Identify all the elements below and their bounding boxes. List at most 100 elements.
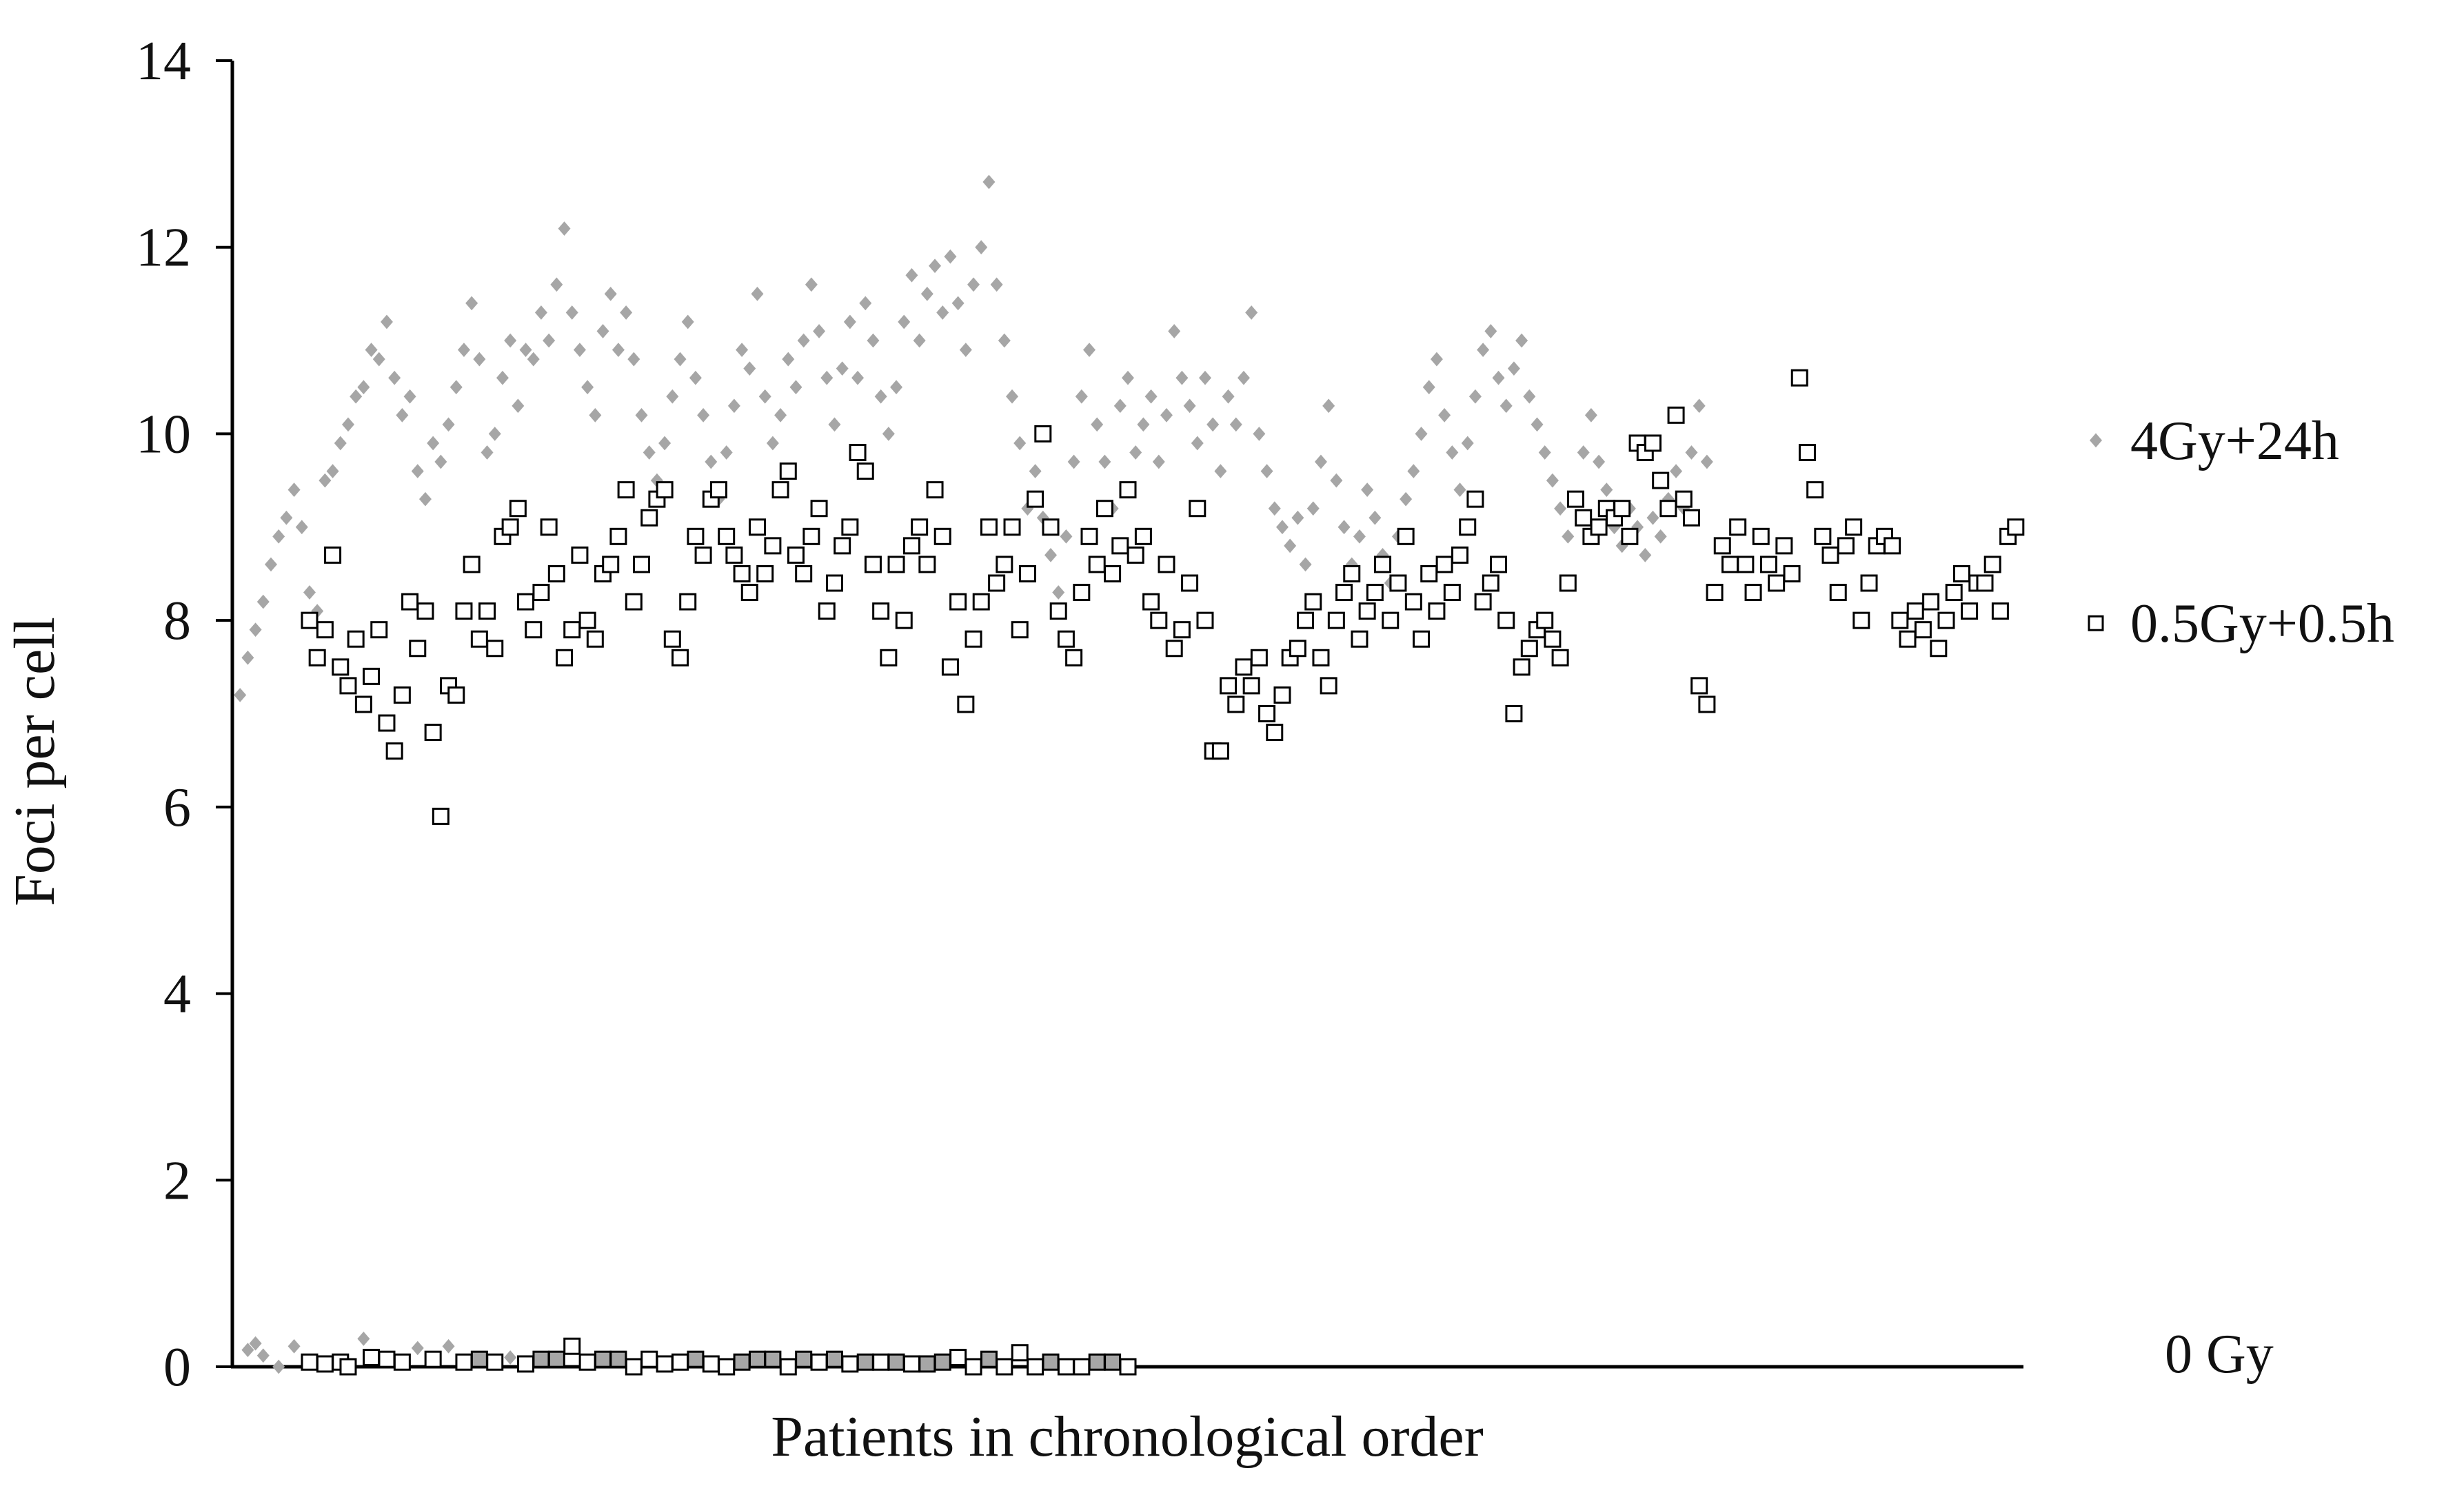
point-0gy <box>825 1350 843 1368</box>
point-0-5gy-0-5h <box>902 537 920 555</box>
point-4gy-24h <box>1306 501 1320 516</box>
point-4gy-24h <box>1631 520 1644 535</box>
point-4gy-24h <box>543 333 556 348</box>
point-0gy <box>918 1355 936 1373</box>
point-4gy-24h <box>496 370 509 385</box>
point-4gy-24h <box>1523 389 1536 404</box>
point-0-5gy-0-5h <box>1189 500 1206 518</box>
y-tick-label: 12 <box>136 218 191 278</box>
point-0-5gy-0-5h <box>694 546 712 564</box>
point-0-5gy-0-5h <box>1783 564 1801 582</box>
point-0-5gy-0-5h <box>1027 490 1044 508</box>
point-0gy <box>249 1336 262 1351</box>
point-4gy-24h <box>1600 482 1613 497</box>
legend-item: 4Gy+24h <box>2090 411 2339 471</box>
point-0-5gy-0-5h <box>478 602 496 620</box>
point-0-5gy-0-5h <box>1922 593 1940 611</box>
point-0-5gy-0-5h <box>872 602 890 620</box>
point-4gy-24h <box>581 380 594 395</box>
point-4gy-24h <box>959 343 972 357</box>
point-0-5gy-0-5h <box>1049 602 1067 620</box>
point-4gy-24h <box>1067 454 1080 469</box>
point-4gy-24h <box>905 267 918 283</box>
point-4gy-24h <box>1044 548 1058 562</box>
point-4gy-24h <box>998 333 1011 348</box>
point-0-5gy-0-5h <box>532 584 550 602</box>
point-4gy-24h <box>319 473 332 488</box>
point-4gy-24h <box>504 333 517 348</box>
point-4gy-24h <box>1353 529 1366 544</box>
point-4gy-24h <box>1492 370 1505 385</box>
point-4gy-24h <box>1461 436 1474 451</box>
point-4gy-24h <box>1152 454 1165 469</box>
point-0-5gy-0-5h <box>339 677 357 695</box>
point-0-5gy-0-5h <box>1575 509 1593 527</box>
point-0gy <box>287 1339 301 1354</box>
point-4gy-24h <box>1685 445 1698 460</box>
y-ticks: 0 2 4 6 8 10 12 14 <box>136 31 232 1398</box>
point-4gy-24h <box>1546 473 1559 488</box>
point-4gy-24h <box>1083 343 1096 357</box>
point-4gy-24h <box>1052 585 1065 600</box>
point-4gy-24h <box>427 436 440 451</box>
point-4gy-24h <box>643 445 656 460</box>
point-0-5gy-0-5h <box>1220 677 1238 695</box>
point-4gy-24h <box>287 482 301 497</box>
point-0-5gy-0-5h <box>1273 686 1291 704</box>
y-tick-label: 4 <box>163 964 191 1025</box>
point-0gy <box>378 1350 396 1368</box>
point-0gy <box>687 1350 705 1368</box>
point-4gy-24h <box>1670 464 1683 478</box>
point-4gy-24h <box>418 491 432 507</box>
point-4gy-24h <box>1407 464 1420 478</box>
point-0-5gy-0-5h <box>1706 584 1724 602</box>
point-0-5gy-0-5h <box>1737 556 1755 573</box>
point-0-5gy-0-5h <box>996 556 1013 573</box>
point-4gy-24h <box>396 408 409 423</box>
point-0gy <box>532 1350 550 1368</box>
point-4gy-24h <box>450 380 463 395</box>
point-4gy-24h <box>372 352 385 367</box>
point-0-5gy-0-5h <box>1196 611 1214 629</box>
point-0-5gy-0-5h <box>332 658 350 676</box>
point-4gy-24h <box>1144 389 1158 404</box>
point-4gy-24h <box>388 370 401 385</box>
point-0-5gy-0-5h <box>779 462 797 480</box>
point-4gy-24h <box>705 454 718 469</box>
point-0gy <box>625 1358 643 1376</box>
point-4gy-24h <box>442 417 455 432</box>
point-0-5gy-0-5h <box>748 518 766 536</box>
point-4gy-24h <box>1531 417 1544 432</box>
point-0-5gy-0-5h <box>1242 677 1260 695</box>
point-4gy-24h <box>280 510 293 525</box>
point-0gy <box>547 1350 565 1368</box>
point-4gy-24h <box>465 296 478 311</box>
point-4gy-24h <box>303 585 316 600</box>
point-0-5gy-0-5h <box>1134 527 1152 545</box>
point-4gy-24h <box>1477 343 1490 357</box>
point-4gy-24h <box>1198 370 1211 385</box>
point-0-5gy-0-5h <box>1065 649 1083 666</box>
point-0gy <box>363 1348 381 1366</box>
point-4gy-24h <box>1499 398 1513 414</box>
point-0-5gy-0-5h <box>1320 677 1337 695</box>
point-0-5gy-0-5h <box>2007 518 2025 536</box>
point-4gy-24h <box>604 287 617 301</box>
point-0-5gy-0-5h <box>679 593 697 611</box>
point-4gy-24h <box>867 333 880 348</box>
point-4gy-24h <box>836 361 849 376</box>
point-0-5gy-0-5h <box>1729 518 1747 536</box>
point-0gy <box>841 1355 859 1373</box>
x-axis-label: Patients in chronological order <box>771 1405 1483 1469</box>
point-0-5gy-0-5h <box>1906 602 1924 620</box>
point-4gy-24h <box>1314 454 1327 469</box>
point-0-5gy-0-5h <box>1845 518 1863 536</box>
point-4gy-24h <box>612 343 625 357</box>
point-0-5gy-0-5h <box>771 481 789 499</box>
point-0gy <box>1057 1358 1075 1376</box>
point-4gy-24h <box>1206 417 1220 432</box>
point-0-5gy-0-5h <box>1976 574 1994 592</box>
point-0-5gy-0-5h <box>1003 518 1021 536</box>
point-0-5gy-0-5h <box>640 509 658 527</box>
point-0-5gy-0-5h <box>1914 621 1932 639</box>
